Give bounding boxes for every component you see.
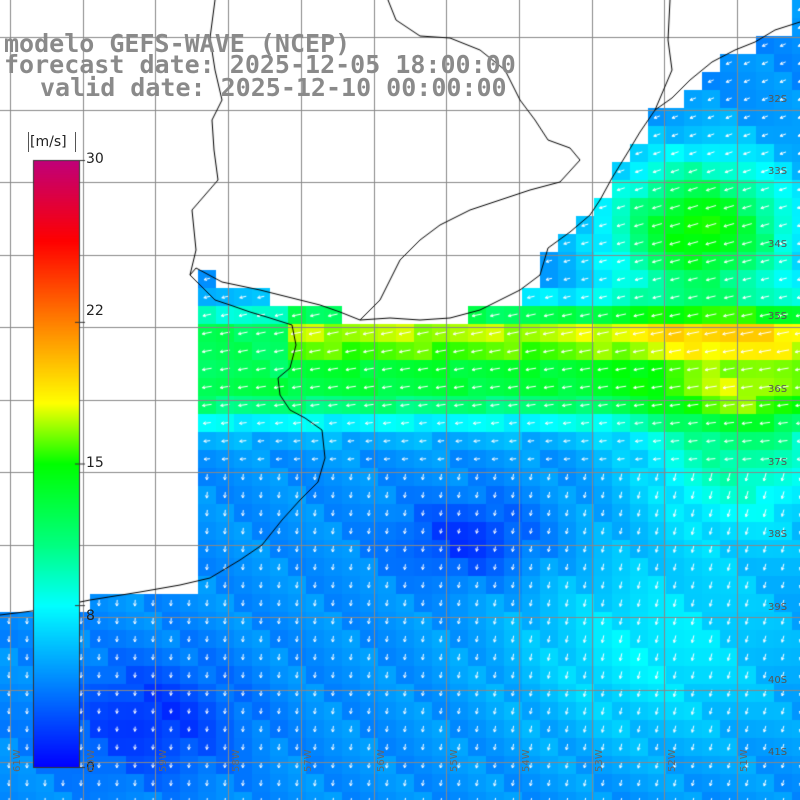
colorbar-tick-22: 22 — [86, 303, 104, 319]
lon-label: 58W — [231, 749, 242, 772]
colorbar-tick-0: 0 — [86, 760, 95, 776]
colorbar-tick-15: 15 — [86, 455, 104, 471]
lon-label: 59W — [158, 749, 169, 772]
lon-label: 51W — [739, 749, 750, 772]
lat-label: 39S — [768, 602, 788, 613]
lat-label: 35S — [768, 311, 788, 322]
colorbar-tick-8: 8 — [86, 608, 95, 624]
lon-label: 52W — [667, 749, 678, 772]
lon-label: 61W — [12, 749, 23, 772]
lat-label: 40S — [768, 675, 788, 686]
lat-label: 38S — [768, 529, 788, 540]
forecast-date: forecast date: 2025-12-05 18:00:00 — [4, 50, 516, 79]
lat-label: 33S — [768, 166, 788, 177]
lon-label: 53W — [594, 749, 605, 772]
lat-label: 34S — [768, 239, 788, 250]
lon-label: 60W — [86, 749, 97, 772]
lon-label: 57W — [303, 749, 314, 772]
lat-label: 41S — [768, 747, 788, 758]
lon-label: 55W — [449, 749, 460, 772]
colorbar-tick-30: 30 — [86, 151, 104, 167]
lon-label: 54W — [521, 749, 532, 772]
valid-date: valid date: 2025-12-10 00:00:00 — [40, 73, 507, 102]
lat-label: 36S — [768, 384, 788, 395]
colorbar-unit: [m/s] — [30, 134, 67, 150]
lat-label: 32S — [768, 94, 788, 105]
colorbar-unit-box — [28, 132, 76, 152]
model-title: modelo GEFS-WAVE (NCEP) — [4, 29, 351, 58]
lat-label: 37S — [768, 457, 788, 468]
lon-label: 56W — [376, 749, 387, 772]
